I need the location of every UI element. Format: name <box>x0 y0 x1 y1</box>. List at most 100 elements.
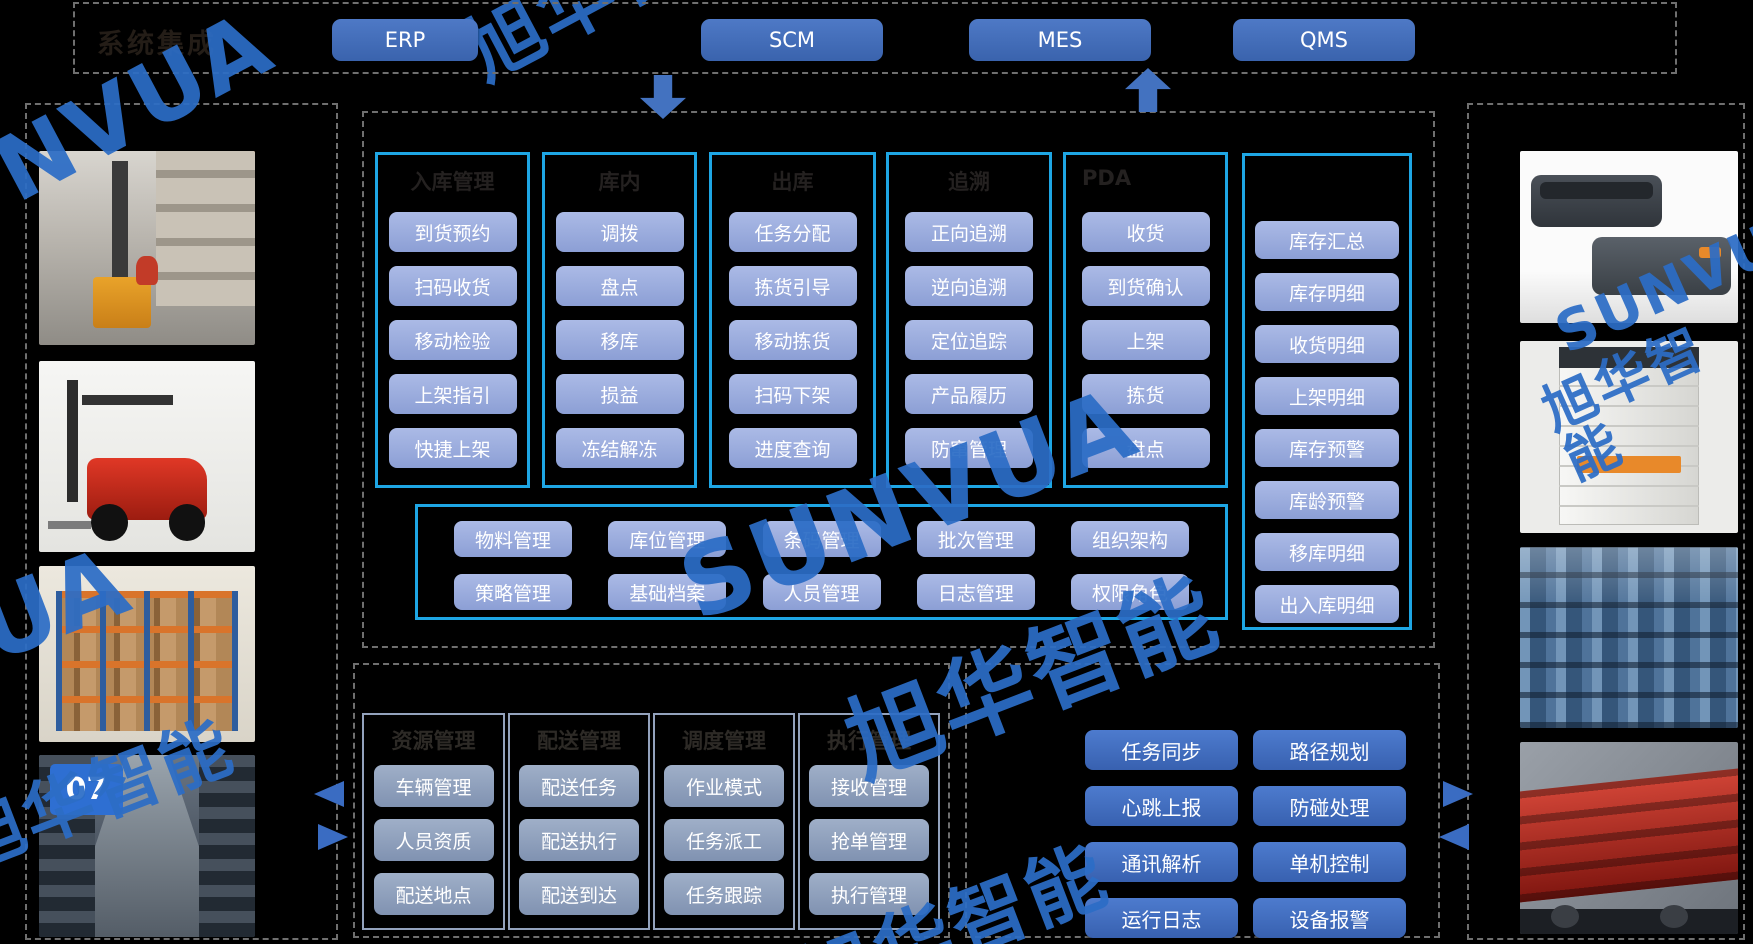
module-button[interactable]: 上架 <box>1081 320 1210 360</box>
module-button[interactable]: 人员管理 <box>762 574 881 610</box>
module-button[interactable]: 进度查询 <box>728 428 857 468</box>
system-integration-bar: 系统集成 ERP SCM MES QMS <box>73 2 1677 74</box>
module-button[interactable]: 配送地点 <box>373 873 494 915</box>
device-button[interactable]: 防碰处理 <box>1253 786 1406 826</box>
report-button[interactable]: 移库明细 <box>1255 533 1399 571</box>
module-button[interactable]: 收货 <box>1081 212 1210 252</box>
module-button[interactable]: 快捷上架 <box>388 428 517 468</box>
module-button[interactable]: 配送到达 <box>519 873 639 915</box>
column-header: 追溯 <box>948 170 990 194</box>
racking-shape <box>155 151 255 307</box>
module-button[interactable]: 扫码下架 <box>728 374 857 414</box>
module-button[interactable]: 扫码收货 <box>388 266 517 306</box>
qms-button[interactable]: QMS <box>1233 19 1415 61</box>
module-button[interactable]: 拣货 <box>1081 374 1210 414</box>
module-button[interactable]: 移动拣货 <box>728 320 857 360</box>
report-button[interactable]: 出入库明细 <box>1255 585 1399 623</box>
module-button[interactable]: 产品履历 <box>905 374 1033 414</box>
module-button[interactable]: 物料管理 <box>454 521 572 557</box>
tms-column-delivery: 配送管理 配送任务 配送执行 配送到达 <box>508 713 650 930</box>
photo-red-forklift <box>39 361 255 552</box>
module-button[interactable]: 到货预约 <box>388 212 517 252</box>
wms-reports-column: 库存汇总 库存明细 收货明细 上架明细 库存预警 库龄预警 移库明细 出入库明细 <box>1242 153 1412 630</box>
module-button[interactable]: 库位管理 <box>608 521 727 557</box>
module-button[interactable]: 冻结解冻 <box>555 428 684 468</box>
module-button[interactable]: 到货确认 <box>1081 266 1210 306</box>
wcs-right-column: 路径规划 防碰处理 单机控制 设备报警 <box>1253 722 1406 944</box>
module-button[interactable]: 调拨 <box>555 212 684 252</box>
module-button[interactable]: 日志管理 <box>916 574 1035 610</box>
forklift-mast-shape <box>112 160 128 305</box>
machine-slots-shape <box>1520 768 1738 904</box>
device-button[interactable]: 通讯解析 <box>1085 842 1238 882</box>
module-button[interactable]: 配送任务 <box>519 765 639 807</box>
device-button[interactable]: 运行日志 <box>1085 898 1238 938</box>
module-button[interactable]: 抢单管理 <box>809 819 929 861</box>
posts-shape <box>56 590 238 732</box>
device-button[interactable]: 任务同步 <box>1085 730 1238 770</box>
wms-column-pda: PDA 收货 到货确认 上架 拣货 盘点 <box>1063 152 1228 488</box>
module-button[interactable]: 损益 <box>555 374 684 414</box>
module-button[interactable]: 任务派工 <box>664 819 784 861</box>
photo-agv-robots <box>1520 151 1738 323</box>
column-header: 资源管理 <box>391 729 476 753</box>
left-photo-rail <box>25 103 338 940</box>
base-data-row: 策略管理 基础档案 人员管理 日志管理 权限角色 <box>418 574 1225 610</box>
module-button[interactable]: 盘点 <box>1081 428 1210 468</box>
wcs-left-column: 任务同步 心跳上报 通讯解析 运行日志 <box>1085 722 1238 944</box>
report-button[interactable]: 库存明细 <box>1255 273 1399 311</box>
module-button[interactable]: 移库 <box>555 320 684 360</box>
module-button[interactable]: 盘点 <box>555 266 684 306</box>
right-rack-shape <box>198 755 255 937</box>
device-button[interactable]: 心跳上报 <box>1085 786 1238 826</box>
module-button[interactable]: 防窜管理 <box>905 428 1033 468</box>
mes-button[interactable]: MES <box>969 19 1151 61</box>
column-header: 出库 <box>771 170 814 194</box>
module-button[interactable]: 接收管理 <box>809 765 929 807</box>
column-header: PDA <box>1082 166 1132 190</box>
module-button[interactable]: 定位追踪 <box>905 320 1033 360</box>
module-button[interactable]: 逆向追溯 <box>905 266 1033 306</box>
module-button[interactable]: 车辆管理 <box>373 765 494 807</box>
right-photo-rail <box>1467 103 1745 940</box>
erp-button[interactable]: ERP <box>332 19 478 61</box>
device-button[interactable]: 单机控制 <box>1253 842 1406 882</box>
module-button[interactable]: 批次管理 <box>916 521 1035 557</box>
module-button[interactable]: 执行管理 <box>809 873 929 915</box>
module-button[interactable]: 上架指引 <box>388 374 517 414</box>
module-button[interactable]: 任务跟踪 <box>664 873 784 915</box>
photo-asrs-racking <box>1520 547 1738 728</box>
report-button[interactable]: 库存汇总 <box>1255 221 1399 259</box>
agv-light-shape <box>1698 247 1721 258</box>
module-button[interactable]: 基础档案 <box>608 574 727 610</box>
module-button[interactable]: 人员资质 <box>373 819 494 861</box>
tms-column-execution: 执行管理 接收管理 抢单管理 执行管理 <box>798 713 940 930</box>
module-button[interactable]: 条码管理 <box>762 521 881 557</box>
module-button[interactable]: 组织架构 <box>1071 521 1189 557</box>
report-button[interactable]: 收货明细 <box>1255 325 1399 363</box>
forklift-cab-shape <box>93 277 152 328</box>
module-button[interactable]: 拣货引导 <box>728 266 857 306</box>
module-button[interactable]: 任务分配 <box>728 212 857 252</box>
module-button[interactable]: 配送执行 <box>519 819 639 861</box>
module-button[interactable]: 权限角色 <box>1071 574 1189 610</box>
report-button[interactable]: 库存预警 <box>1255 429 1399 467</box>
module-button[interactable]: 移动检验 <box>388 320 517 360</box>
report-button[interactable]: 库龄预警 <box>1255 481 1399 519</box>
device-button[interactable]: 设备报警 <box>1253 898 1406 938</box>
module-button[interactable]: 策略管理 <box>454 574 572 610</box>
module-button[interactable]: 作业模式 <box>664 765 784 807</box>
wheel-shape <box>1659 905 1688 929</box>
overhead-guard-shape <box>82 395 173 405</box>
device-button[interactable]: 路径规划 <box>1253 730 1406 770</box>
forks-shape <box>47 521 91 530</box>
report-button[interactable]: 上架明细 <box>1255 377 1399 415</box>
photo-red-shuttle-machine <box>1520 742 1738 934</box>
photo-pallet-racking <box>39 566 255 742</box>
vlm-panels-shape <box>1559 346 1699 526</box>
beam-lines-shape <box>1520 547 1738 728</box>
module-button[interactable]: 正向追溯 <box>905 212 1033 252</box>
wms-column-outbound: 出库 任务分配 拣货引导 移动拣货 扫码下架 进度查询 <box>709 152 876 488</box>
scm-button[interactable]: SCM <box>701 19 883 61</box>
arrow-up-icon <box>1125 68 1171 112</box>
